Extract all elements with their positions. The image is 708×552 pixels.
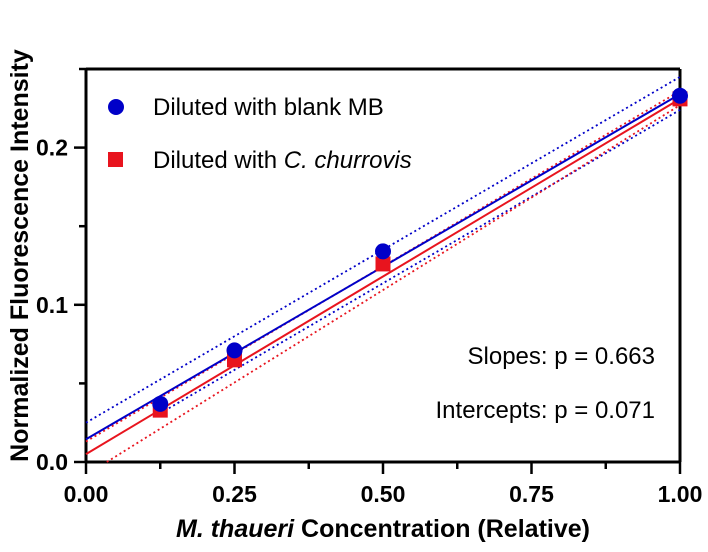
- x-tick-label: 0.50: [361, 481, 406, 507]
- x-axis-title-rest: Concentration (Relative): [294, 515, 590, 543]
- x-tick-label: 1.00: [658, 481, 703, 507]
- y-tick-label: 0.0: [36, 449, 68, 475]
- y-tick-label: 0.1: [36, 292, 68, 318]
- confidence-bands: [85, 76, 681, 463]
- x-axis-title: M. thaueri Concentration (Relative): [176, 515, 590, 543]
- slopes-annotation: Slopes: p = 0.663: [468, 343, 655, 370]
- point-blank-mb: [375, 243, 391, 260]
- y-tick-label: 0.2: [36, 135, 68, 161]
- legend-label-c-churrovis: Diluted with C. churrovis: [153, 147, 412, 174]
- point-blank-mb: [152, 395, 169, 412]
- legend: Diluted with blank MB Diluted with C. ch…: [108, 94, 412, 174]
- point-c-churrovis: [375, 256, 391, 272]
- point-blank-mb: [672, 87, 688, 104]
- legend-marker-blank-mb: [108, 99, 124, 115]
- point-blank-mb: [226, 342, 243, 359]
- legend-label-blank-mb: Diluted with blank MB: [153, 94, 384, 121]
- x-tick-label: 0.75: [509, 481, 554, 507]
- legend-label-italic: C. churrovis: [284, 147, 412, 174]
- ci-lower-0: [159, 109, 681, 415]
- x-tick-label: 0.25: [212, 481, 257, 507]
- x-axis-title-italic: M. thaueri: [176, 515, 295, 543]
- legend-marker-c-churrovis: [108, 152, 123, 167]
- y-axis-title: Normalized Fluorescence Intensity: [6, 49, 34, 462]
- axes: 0.00 0.25 0.50 0.75 1.00 0.0 0.1 0.2: [36, 67, 703, 507]
- data-points: [152, 87, 688, 418]
- legend-label-prefix: Diluted with: [153, 147, 284, 174]
- fit-line-1: [85, 98, 681, 455]
- x-tick-label: 0.00: [64, 481, 109, 507]
- intercepts-annotation: Intercepts: p = 0.071: [436, 397, 655, 424]
